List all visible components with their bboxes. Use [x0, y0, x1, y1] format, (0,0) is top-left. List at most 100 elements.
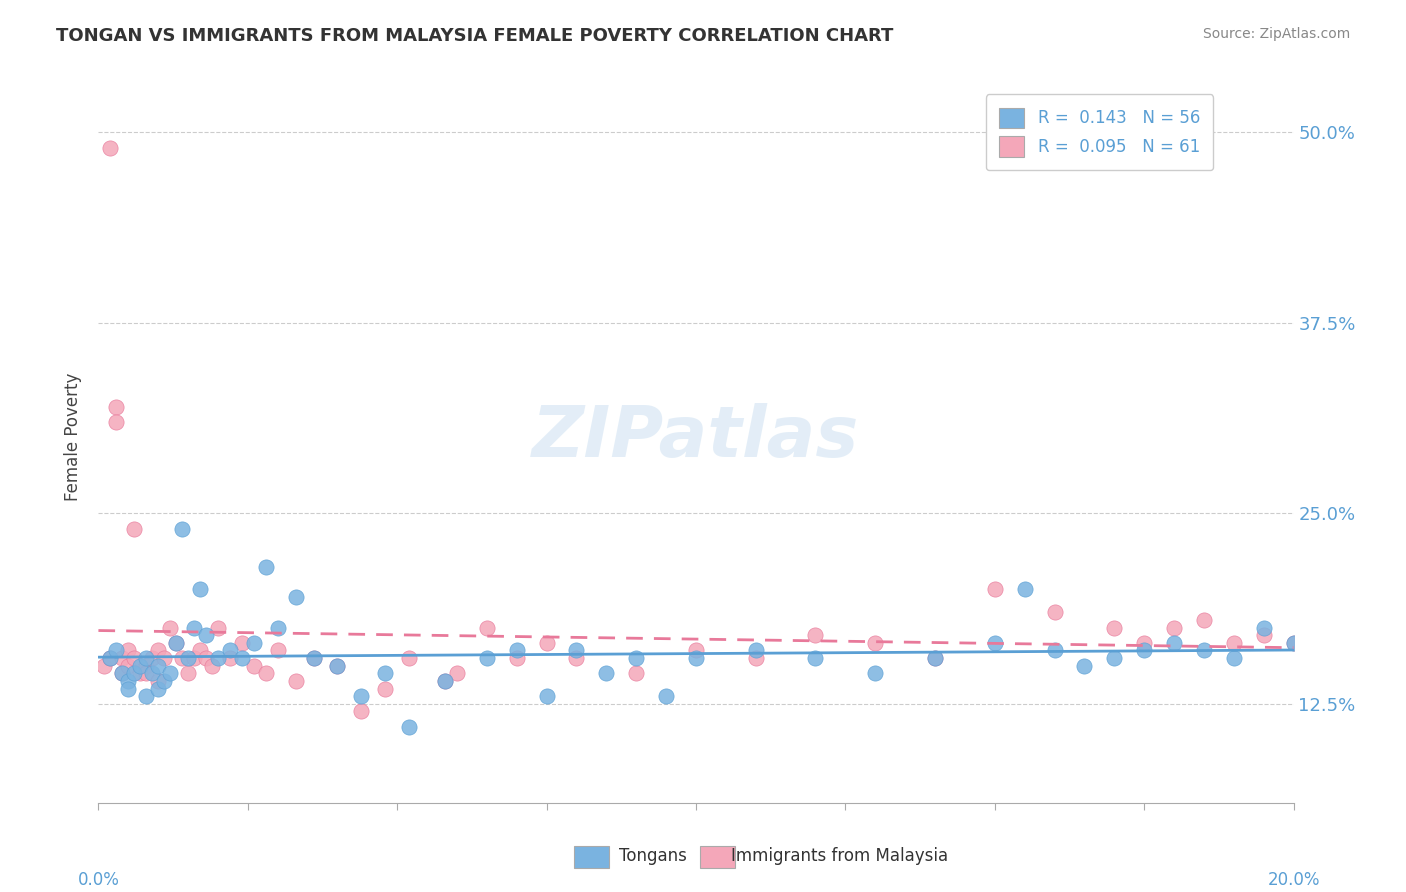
Point — [865, 666, 887, 681]
Point — [302, 651, 325, 665]
Point — [565, 651, 588, 665]
Point — [745, 651, 768, 665]
Point — [1014, 582, 1036, 597]
Point — [267, 621, 290, 635]
Point — [506, 651, 529, 665]
Point — [148, 681, 170, 696]
Point — [117, 658, 139, 673]
Point — [165, 636, 187, 650]
Point — [188, 582, 211, 597]
Point — [267, 643, 290, 657]
Point — [195, 651, 218, 665]
Point — [129, 666, 152, 681]
Point — [1253, 621, 1275, 635]
Point — [231, 636, 253, 650]
Point — [685, 651, 707, 665]
Point — [172, 651, 194, 665]
Point — [111, 651, 134, 665]
Point — [105, 643, 128, 657]
Point — [434, 673, 457, 688]
Point — [201, 658, 224, 673]
Point — [93, 658, 115, 673]
Point — [284, 590, 307, 604]
Point — [350, 689, 373, 703]
Point — [446, 666, 468, 681]
Point — [124, 666, 146, 681]
Point — [135, 651, 157, 665]
Point — [565, 643, 588, 657]
Point — [398, 651, 420, 665]
Point — [434, 673, 457, 688]
Point — [1192, 613, 1215, 627]
Point — [924, 651, 946, 665]
Point — [254, 666, 277, 681]
Point — [536, 636, 558, 650]
Point — [153, 651, 176, 665]
Point — [195, 628, 218, 642]
Point — [148, 673, 170, 688]
Point — [1282, 636, 1305, 650]
Point — [135, 658, 157, 673]
Point — [141, 666, 163, 681]
Point — [374, 666, 396, 681]
Point — [231, 651, 253, 665]
Point — [1312, 643, 1334, 657]
Point — [105, 415, 128, 429]
Point — [350, 705, 373, 719]
Text: Tongans: Tongans — [619, 847, 686, 865]
Point — [506, 643, 529, 657]
Point — [129, 658, 152, 673]
Point — [475, 621, 498, 635]
Point — [124, 521, 146, 535]
Point — [475, 651, 498, 665]
Point — [159, 621, 181, 635]
Point — [159, 666, 181, 681]
Point — [1282, 636, 1305, 650]
Point — [1104, 651, 1126, 665]
Point — [117, 643, 139, 657]
Point — [326, 658, 349, 673]
Point — [745, 643, 768, 657]
Point — [374, 681, 396, 696]
Point — [1223, 636, 1246, 650]
Point — [1223, 651, 1246, 665]
Point — [865, 636, 887, 650]
Point — [135, 666, 157, 681]
Text: Immigrants from Malaysia: Immigrants from Malaysia — [731, 847, 948, 865]
Point — [536, 689, 558, 703]
Point — [1343, 621, 1365, 635]
Point — [1043, 643, 1066, 657]
Text: ZIPatlas: ZIPatlas — [533, 402, 859, 472]
Text: 0.0%: 0.0% — [77, 871, 120, 889]
Point — [1253, 628, 1275, 642]
Point — [655, 689, 678, 703]
Point — [626, 651, 648, 665]
Y-axis label: Female Poverty: Female Poverty — [65, 373, 83, 501]
Point — [326, 658, 349, 673]
Point — [804, 628, 827, 642]
Point — [626, 666, 648, 681]
Point — [165, 636, 187, 650]
Point — [302, 651, 325, 665]
Point — [243, 658, 266, 673]
Point — [804, 651, 827, 665]
Legend: R =  0.143   N = 56, R =  0.095   N = 61: R = 0.143 N = 56, R = 0.095 N = 61 — [986, 95, 1213, 170]
Point — [924, 651, 946, 665]
Point — [207, 621, 229, 635]
Text: 20.0%: 20.0% — [1267, 871, 1320, 889]
Point — [177, 666, 200, 681]
Point — [148, 658, 170, 673]
Point — [1192, 643, 1215, 657]
Point — [1043, 605, 1066, 619]
Point — [595, 666, 617, 681]
Point — [1163, 621, 1185, 635]
Text: Source: ZipAtlas.com: Source: ZipAtlas.com — [1202, 27, 1350, 41]
Point — [117, 673, 139, 688]
Point — [98, 651, 122, 665]
Point — [1073, 658, 1095, 673]
Point — [111, 666, 134, 681]
Point — [1133, 643, 1156, 657]
Point — [172, 521, 194, 535]
Point — [141, 651, 163, 665]
Point — [98, 651, 122, 665]
